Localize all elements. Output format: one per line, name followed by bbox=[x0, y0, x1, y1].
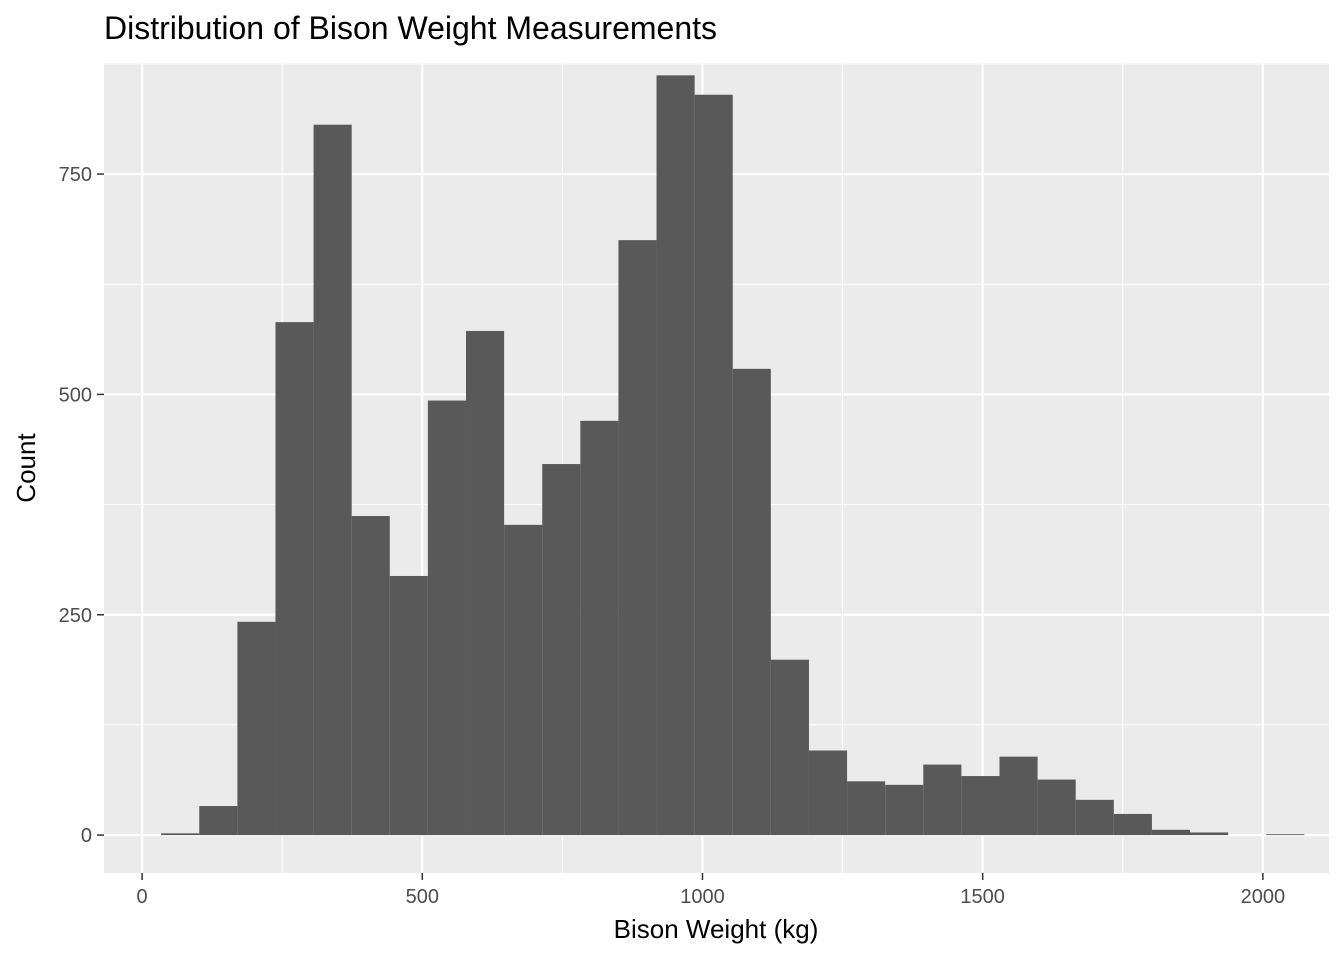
x-axis-title: Bison Weight (kg) bbox=[614, 914, 819, 944]
histogram-bar bbox=[427, 400, 467, 836]
histogram-bar bbox=[656, 75, 695, 836]
y-tick-label: 0 bbox=[81, 825, 92, 847]
y-axis-title: Count bbox=[11, 433, 41, 503]
chart-title: Distribution of Bison Weight Measurement… bbox=[104, 10, 717, 46]
histogram-bar bbox=[466, 330, 505, 836]
x-tick-label: 2000 bbox=[1241, 886, 1286, 908]
histogram-bar bbox=[275, 322, 314, 836]
histogram-bar bbox=[961, 776, 1000, 836]
y-axis: 0 250 500 750 bbox=[59, 164, 104, 847]
histogram-bar bbox=[1190, 832, 1229, 836]
histogram-bar bbox=[808, 750, 848, 836]
x-axis: 0 500 1000 1500 2000 bbox=[137, 873, 1286, 908]
histogram-bar bbox=[1075, 799, 1114, 836]
y-tick-label: 500 bbox=[59, 384, 92, 406]
histogram-bars bbox=[161, 75, 1305, 836]
y-tick-label: 750 bbox=[59, 164, 92, 186]
x-tick-label: 0 bbox=[137, 886, 148, 908]
y-tick-label: 250 bbox=[59, 605, 92, 627]
histogram-bar bbox=[1113, 813, 1152, 836]
histogram-bar bbox=[1151, 829, 1191, 836]
histogram-bar bbox=[732, 368, 771, 836]
histogram-bar bbox=[694, 94, 733, 836]
histogram-bar bbox=[161, 833, 200, 836]
histogram-bar bbox=[313, 124, 352, 836]
histogram-bar bbox=[199, 806, 238, 836]
histogram-bar bbox=[885, 784, 924, 836]
histogram-bar bbox=[389, 575, 428, 836]
histogram-bar bbox=[618, 240, 657, 836]
histogram-bar bbox=[237, 621, 276, 836]
histogram-bar bbox=[999, 756, 1038, 836]
x-tick-label: 500 bbox=[406, 886, 439, 908]
histogram-bar bbox=[1037, 779, 1076, 836]
x-tick-label: 1000 bbox=[680, 886, 725, 908]
histogram-bar bbox=[1266, 834, 1305, 836]
histogram-bar bbox=[580, 420, 619, 836]
x-tick-label: 1500 bbox=[960, 886, 1005, 908]
histogram-bar bbox=[542, 464, 581, 836]
histogram-bar bbox=[923, 764, 962, 836]
histogram-bar bbox=[770, 659, 809, 836]
histogram-bar bbox=[847, 781, 886, 836]
histogram-bar bbox=[351, 516, 390, 836]
histogram-bar bbox=[504, 524, 543, 836]
